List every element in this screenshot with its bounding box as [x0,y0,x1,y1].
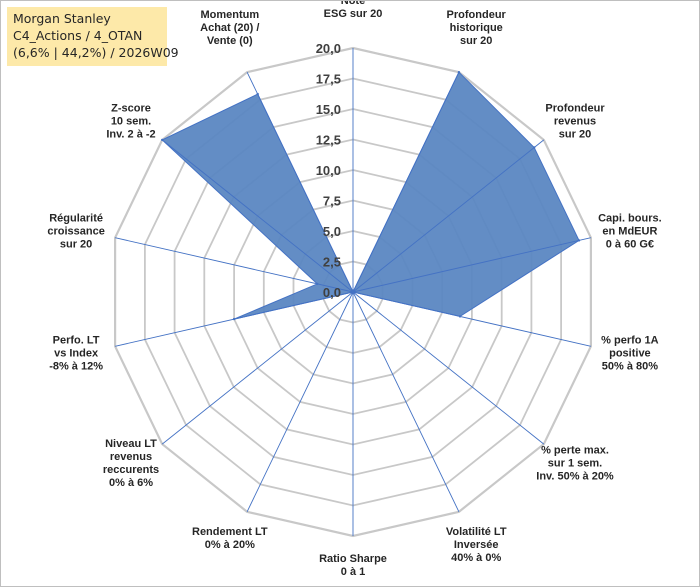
axis-label-line: Ratio Sharpe [319,553,387,565]
axis-label-line: Régularité [49,213,103,225]
axis-label: Z-score 10 sem. Inv. 2 à -2 [106,103,155,141]
axis-label-line: -8% à 12% [49,361,103,373]
tick-label: 5,0 [323,224,341,239]
axis-label-line: Niveau LT [105,438,157,450]
axis-label-line: reccurents [103,464,159,476]
data-point [232,317,236,321]
tick-label: 17,5 [316,72,341,87]
axis-label: % perte max. sur 1 sem. Inv. 50% à 20% [536,444,614,482]
axis-spoke [352,72,460,293]
axis-label: Régularité croissance sur 20 [47,213,104,251]
axis-spoke [246,72,354,293]
axis-spoke [161,139,354,293]
axis-label-line: vs Index [54,348,99,360]
axis-label-line: 0% à 6% [109,477,153,489]
axis-label-line: % perte max. [541,444,609,456]
axis-spoke [352,237,592,293]
tick-label: 15,0 [316,102,341,117]
axis-spoke [114,237,354,293]
tick-label: 0,0 [323,285,341,300]
axis-label-line: ESG sur 20 [324,8,383,20]
axis-label-line: 10 sem. [111,116,151,128]
axis-label-line: Achat (20) / [200,22,259,34]
axis-label-line: Inv. 2 à -2 [106,129,155,141]
axis-label-line: sur 1 sem. [548,457,602,469]
axis-label-line: 0% à 20% [205,539,255,551]
axis-spoke [352,291,460,512]
info-title: Morgan Stanley [13,11,111,26]
axis-spoke [246,291,354,512]
tick-label: 7,5 [323,194,341,209]
data-point [457,71,461,74]
data-point [577,239,581,242]
axis-label-line: Vente (0) [207,35,253,47]
axis-label-line: 0 à 1 [341,566,365,578]
info-box: Morgan Stanley C4_Actions / 4_OTAN (6,6%… [7,7,179,66]
axis-label-line: sur 20 [60,239,92,251]
data-point [458,315,462,318]
axis-label-line: 50% à 80% [602,361,658,373]
info-stats: (6,6% | 44,2%) / 2026W09 [13,45,179,60]
axis-label-line: croissance [47,226,104,238]
tick-label: 2,5 [323,255,341,270]
axis-spoke [352,139,545,293]
data-point [256,92,259,96]
axis-label-line: Perfo. LT [53,335,100,347]
axis-label-line: Momentum [200,9,259,21]
axis-label-line: revenus [110,451,152,463]
axis-label-line: historique [450,22,503,34]
axis-label-line: 0 à 60 G€ [606,239,654,251]
data-point [161,138,164,142]
axis-label-line: Profondeur [447,9,507,21]
axis-label-line: sur 20 [460,35,492,47]
tick-label: 20,0 [316,41,341,56]
data-point [351,290,355,294]
axis-label-line: en MdEUR [602,226,657,238]
axis-label-line: Rendement LT [192,526,268,538]
axis-label-line: Z-score [111,103,151,115]
axis-label: Volatilité LT Inversée 40% à 0% [446,526,507,564]
axis-spoke [352,291,545,445]
axis-label: Capi. bours. en MdEUR 0 à 60 G€ [598,213,662,251]
tick-label: 10,0 [316,163,341,178]
axis-spoke [161,291,354,445]
axis-label: Note ESG sur 20 [324,1,383,20]
axis-label-line: Capi. bours. [598,213,662,225]
axis-label: Ratio Sharpe 0 à 1 [319,553,387,578]
axis-label: Niveau LT revenus reccurents 0% à 6% [103,438,159,489]
axis-label-line: positive [609,348,651,360]
axis-label: % perfo 1A positive 50% à 80% [601,335,659,373]
data-point [316,282,319,286]
axis-label: Rendement LT 0% à 20% [192,526,268,551]
axis-label-line: Volatilité LT [446,526,507,538]
data-point [533,146,536,149]
data-area [161,71,580,320]
axis-label: Momentum Achat (20) / Vente (0) [200,9,259,47]
axis-label-line: Profondeur [545,103,605,115]
axis-label-line: % perfo 1A [601,335,659,347]
axis-label-line: 40% à 0% [451,552,501,564]
tick-label: 12,5 [316,133,341,148]
axis-label-line: Inv. 50% à 20% [536,470,614,482]
axis-label-line: revenus [554,116,596,128]
axis-label: Perfo. LT vs Index -8% à 12% [49,335,103,373]
axis-label: Profondeur historique sur 20 [447,9,507,47]
info-portfolio: C4_Actions / 4_OTAN [13,28,143,43]
axis-label-line: sur 20 [559,129,591,141]
axis-spoke [352,291,592,347]
axis-label-line: Note [341,1,365,7]
axis-label: Profondeur revenus sur 20 [545,103,605,141]
axis-label-line: Inversée [454,539,499,551]
